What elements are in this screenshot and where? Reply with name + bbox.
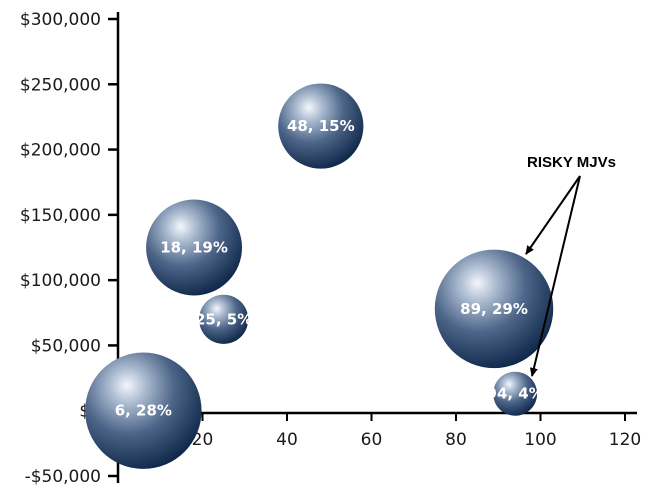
x-tick-label: 120 — [609, 430, 641, 450]
x-tick-label: 20 — [192, 430, 214, 450]
bubbles: 89, 29% 6, 28% 18, 19% 48, 15% 25, 5% 94, 4% — [85, 83, 554, 469]
y-tick-label: $300,000 — [20, 10, 101, 30]
bubble-label: 94, 4% — [487, 385, 544, 403]
annotation-arrow-2 — [529, 175, 581, 377]
x-tick-label: 100 — [524, 430, 556, 450]
y-tick-label: $50,000 — [31, 336, 101, 356]
x-axis-ticks: 20 40 60 80 100 120 — [192, 413, 641, 450]
bubble — [85, 352, 202, 469]
bubble — [199, 294, 249, 344]
y-tick-label: $200,000 — [20, 141, 101, 161]
x-tick-label: 40 — [276, 430, 298, 450]
bubble — [493, 371, 538, 416]
bubble-label: 6, 28% — [115, 402, 172, 420]
annotation-text: RISKY MJVs — [527, 154, 616, 171]
x-axis: 20 40 60 80 100 120 — [118, 411, 641, 450]
y-tick-label: $150,000 — [20, 206, 101, 226]
y-axis: $300,000 $250,000 $200,000 $150,000 $100,000… — [20, 10, 120, 487]
bubble-label: 89, 29% — [460, 300, 528, 318]
y-tick-label: $100,000 — [20, 271, 101, 291]
bubble — [434, 249, 554, 369]
x-tick-label: 80 — [445, 430, 467, 450]
annotation-risky-mjvs: RISKY MJVs — [525, 154, 616, 377]
annotation-arrow-1 — [525, 175, 581, 255]
bubble — [146, 199, 242, 296]
x-tick-label: 60 — [361, 430, 383, 450]
y-tick-label: $250,000 — [20, 75, 101, 95]
bubble-label: 25, 5% — [195, 310, 252, 328]
y-tick-label: -$50,000 — [25, 467, 101, 487]
bubble-label: 18, 19% — [160, 239, 228, 257]
bubble-label: 48, 15% — [287, 117, 355, 135]
y-axis-ticks: $300,000 $250,000 $200,000 $150,000 $100,000… — [20, 10, 118, 487]
bubble — [278, 83, 364, 169]
